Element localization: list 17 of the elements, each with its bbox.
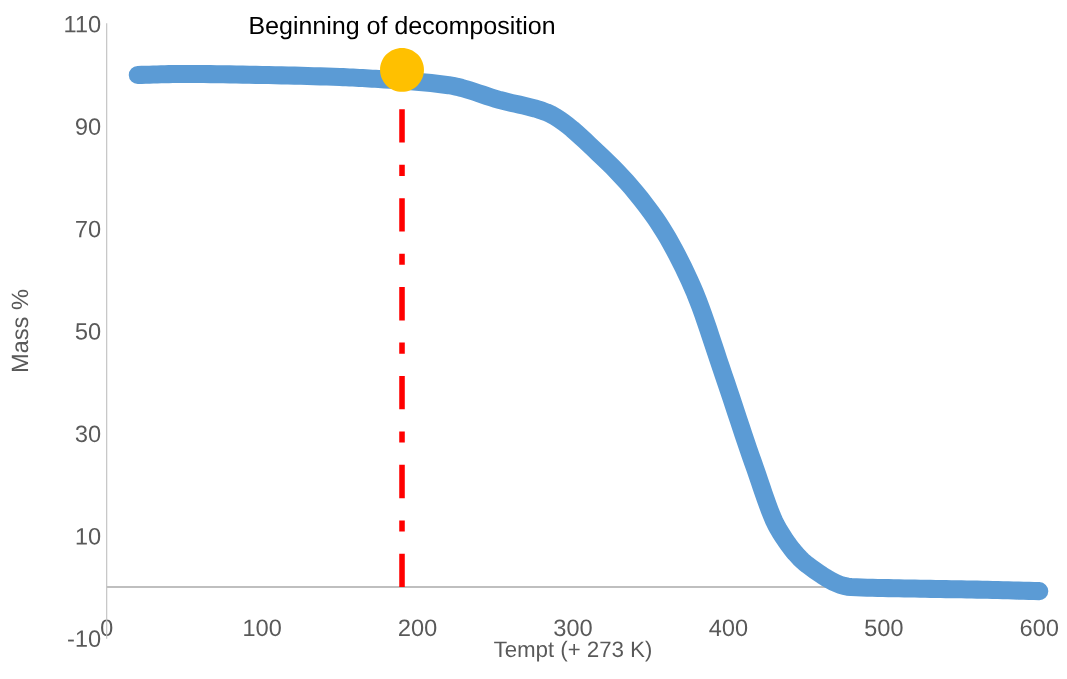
annotation: Beginning of decomposition bbox=[250, 15, 554, 40]
y-tick-label: 110 bbox=[65, 15, 101, 33]
y-tick-label: 70 bbox=[76, 220, 101, 238]
y-tick-label: 50 bbox=[75, 323, 101, 340]
y-tick-label: 30 bbox=[75, 425, 101, 443]
y-tick-label: 90 bbox=[75, 118, 101, 135]
y-axis-title: Mass % bbox=[11, 289, 29, 372]
x-tick-label: 0 bbox=[101, 619, 113, 637]
x-tick-label: 200 bbox=[399, 619, 437, 637]
x-tick-label: 100 bbox=[244, 619, 281, 637]
x-tick-label: 300 bbox=[554, 619, 592, 637]
x-tick-label: 600 bbox=[1020, 619, 1059, 637]
x-tick-label: 400 bbox=[709, 619, 748, 637]
y-tick-label: -10 bbox=[68, 630, 101, 648]
y-tick-label: 10 bbox=[76, 527, 101, 545]
x-tick-label: 500 bbox=[865, 619, 903, 637]
x-axis-title: Tempt (+ 273 K) bbox=[494, 640, 651, 662]
